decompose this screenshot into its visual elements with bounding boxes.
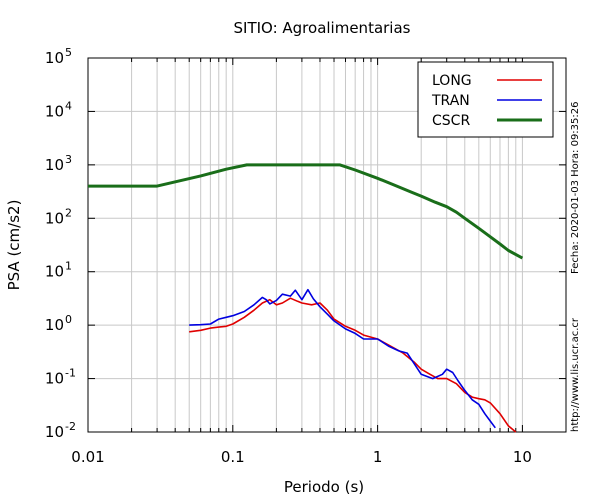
x-tick-label: 1: [373, 448, 383, 466]
x-tick-label: 0.01: [71, 448, 104, 466]
y-tick-exponent: 3: [65, 153, 72, 166]
y-tick-exponent: 1: [65, 260, 72, 273]
y-tick-label: 10: [45, 209, 64, 227]
source-url-text: http://www.lis.ucr.ac.cr: [570, 318, 581, 432]
legend-label-cscr: CSCR: [432, 113, 470, 129]
series-line-cscr: [88, 163, 524, 260]
x-tick-label: 10: [513, 448, 532, 466]
grid-lines: [88, 58, 566, 432]
y-tick-exponent: 0: [65, 313, 72, 326]
legend-label-tran: TRAN: [431, 93, 470, 109]
series-line-long: [189, 297, 517, 433]
x-axis-label: Periodo (s): [284, 478, 364, 496]
y-tick-label: 10: [45, 49, 64, 67]
x-tick-label: 0.1: [221, 448, 245, 466]
legend: LONG TRAN CSCR: [417, 61, 554, 138]
legend-label-long: LONG: [432, 73, 472, 89]
series-line-tran: [189, 288, 496, 429]
x-axis-ticks: 0.01 0.1 1 10: [71, 58, 567, 466]
chart-title: SITIO: Agroalimentarias: [234, 19, 411, 37]
y-tick-exponent: 2: [65, 206, 72, 219]
timestamp-text: Fecha: 2020-01-03 Hora: 09:35:26: [570, 101, 581, 275]
y-tick-label: 10: [45, 156, 64, 174]
plot-frame: [87, 57, 567, 433]
y-tick-label: 10: [45, 370, 64, 388]
y-tick-label: 10: [45, 316, 64, 334]
y-tick-label: 10: [45, 102, 64, 120]
y-tick-exponent: 4: [65, 99, 72, 112]
series-lines: [88, 163, 524, 433]
y-tick-exponent: -2: [65, 420, 76, 433]
y-tick-exponent: -1: [65, 367, 76, 380]
y-axis-label: PSA (cm/s2): [5, 200, 23, 291]
y-tick-exponent: 5: [65, 46, 72, 59]
y-tick-label: 10: [45, 263, 64, 281]
y-tick-label: 10: [45, 423, 64, 441]
